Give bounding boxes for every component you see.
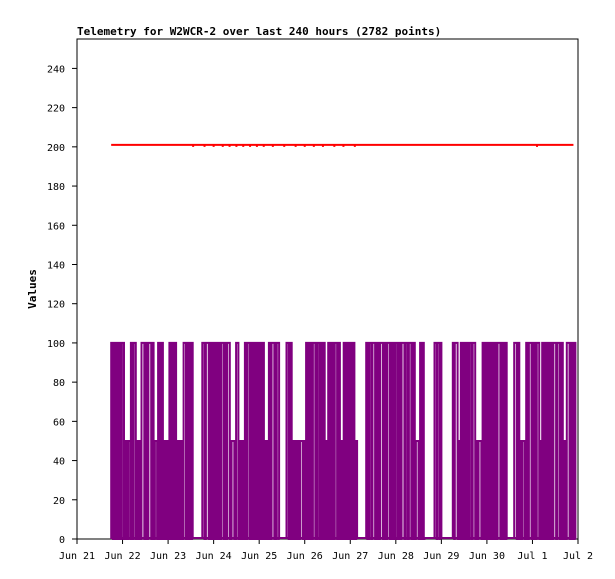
x-tick-label: Jun 30 bbox=[469, 551, 505, 562]
y-tick-label: 160 bbox=[47, 221, 65, 232]
x-tick-label: Jun 26 bbox=[287, 551, 323, 562]
y-axis-label: Values bbox=[26, 269, 39, 309]
y-tick-label: 120 bbox=[47, 300, 65, 311]
x-tick-label: Jun 28 bbox=[378, 551, 414, 562]
x-tick-label: Jun 23 bbox=[150, 551, 186, 562]
x-tick-label: Jul 1 bbox=[517, 551, 547, 562]
x-tick-label: Jun 22 bbox=[104, 551, 140, 562]
y-tick-label: 240 bbox=[47, 64, 65, 75]
y-tick-label: 220 bbox=[47, 104, 65, 115]
y-tick-label: 140 bbox=[47, 260, 65, 271]
y-tick-label: 60 bbox=[53, 417, 65, 428]
y-axis: 0 20 40 60 80 100 120 140 160 180 200 220 240 bbox=[47, 64, 77, 546]
y-tick-label: 40 bbox=[53, 457, 65, 468]
chart-title: Telemetry for W2WCR-2 over last 240 hour… bbox=[77, 25, 441, 38]
x-tick-label: Jun 29 bbox=[423, 551, 459, 562]
y-tick-label: 80 bbox=[53, 378, 65, 389]
x-tick-label: Jul 2 bbox=[563, 551, 593, 562]
y-tick-label: 100 bbox=[47, 339, 65, 350]
x-axis: Jun 21 Jun 22 Jun 23 Jun 24 Jun 25 Jun 26 Jun … bbox=[59, 539, 593, 562]
y-tick-label: 20 bbox=[53, 496, 65, 507]
y-tick-label: 0 bbox=[59, 535, 65, 546]
y-tick-label: 180 bbox=[47, 182, 65, 193]
series-purple-line bbox=[110, 341, 577, 540]
x-tick-label: Jun 24 bbox=[196, 551, 232, 562]
x-tick-label: Jun 27 bbox=[332, 551, 368, 562]
x-tick-label: Jun 21 bbox=[59, 551, 95, 562]
series-group bbox=[110, 143, 577, 540]
y-tick-label: 200 bbox=[47, 143, 65, 154]
x-tick-label: Jun 25 bbox=[241, 551, 277, 562]
